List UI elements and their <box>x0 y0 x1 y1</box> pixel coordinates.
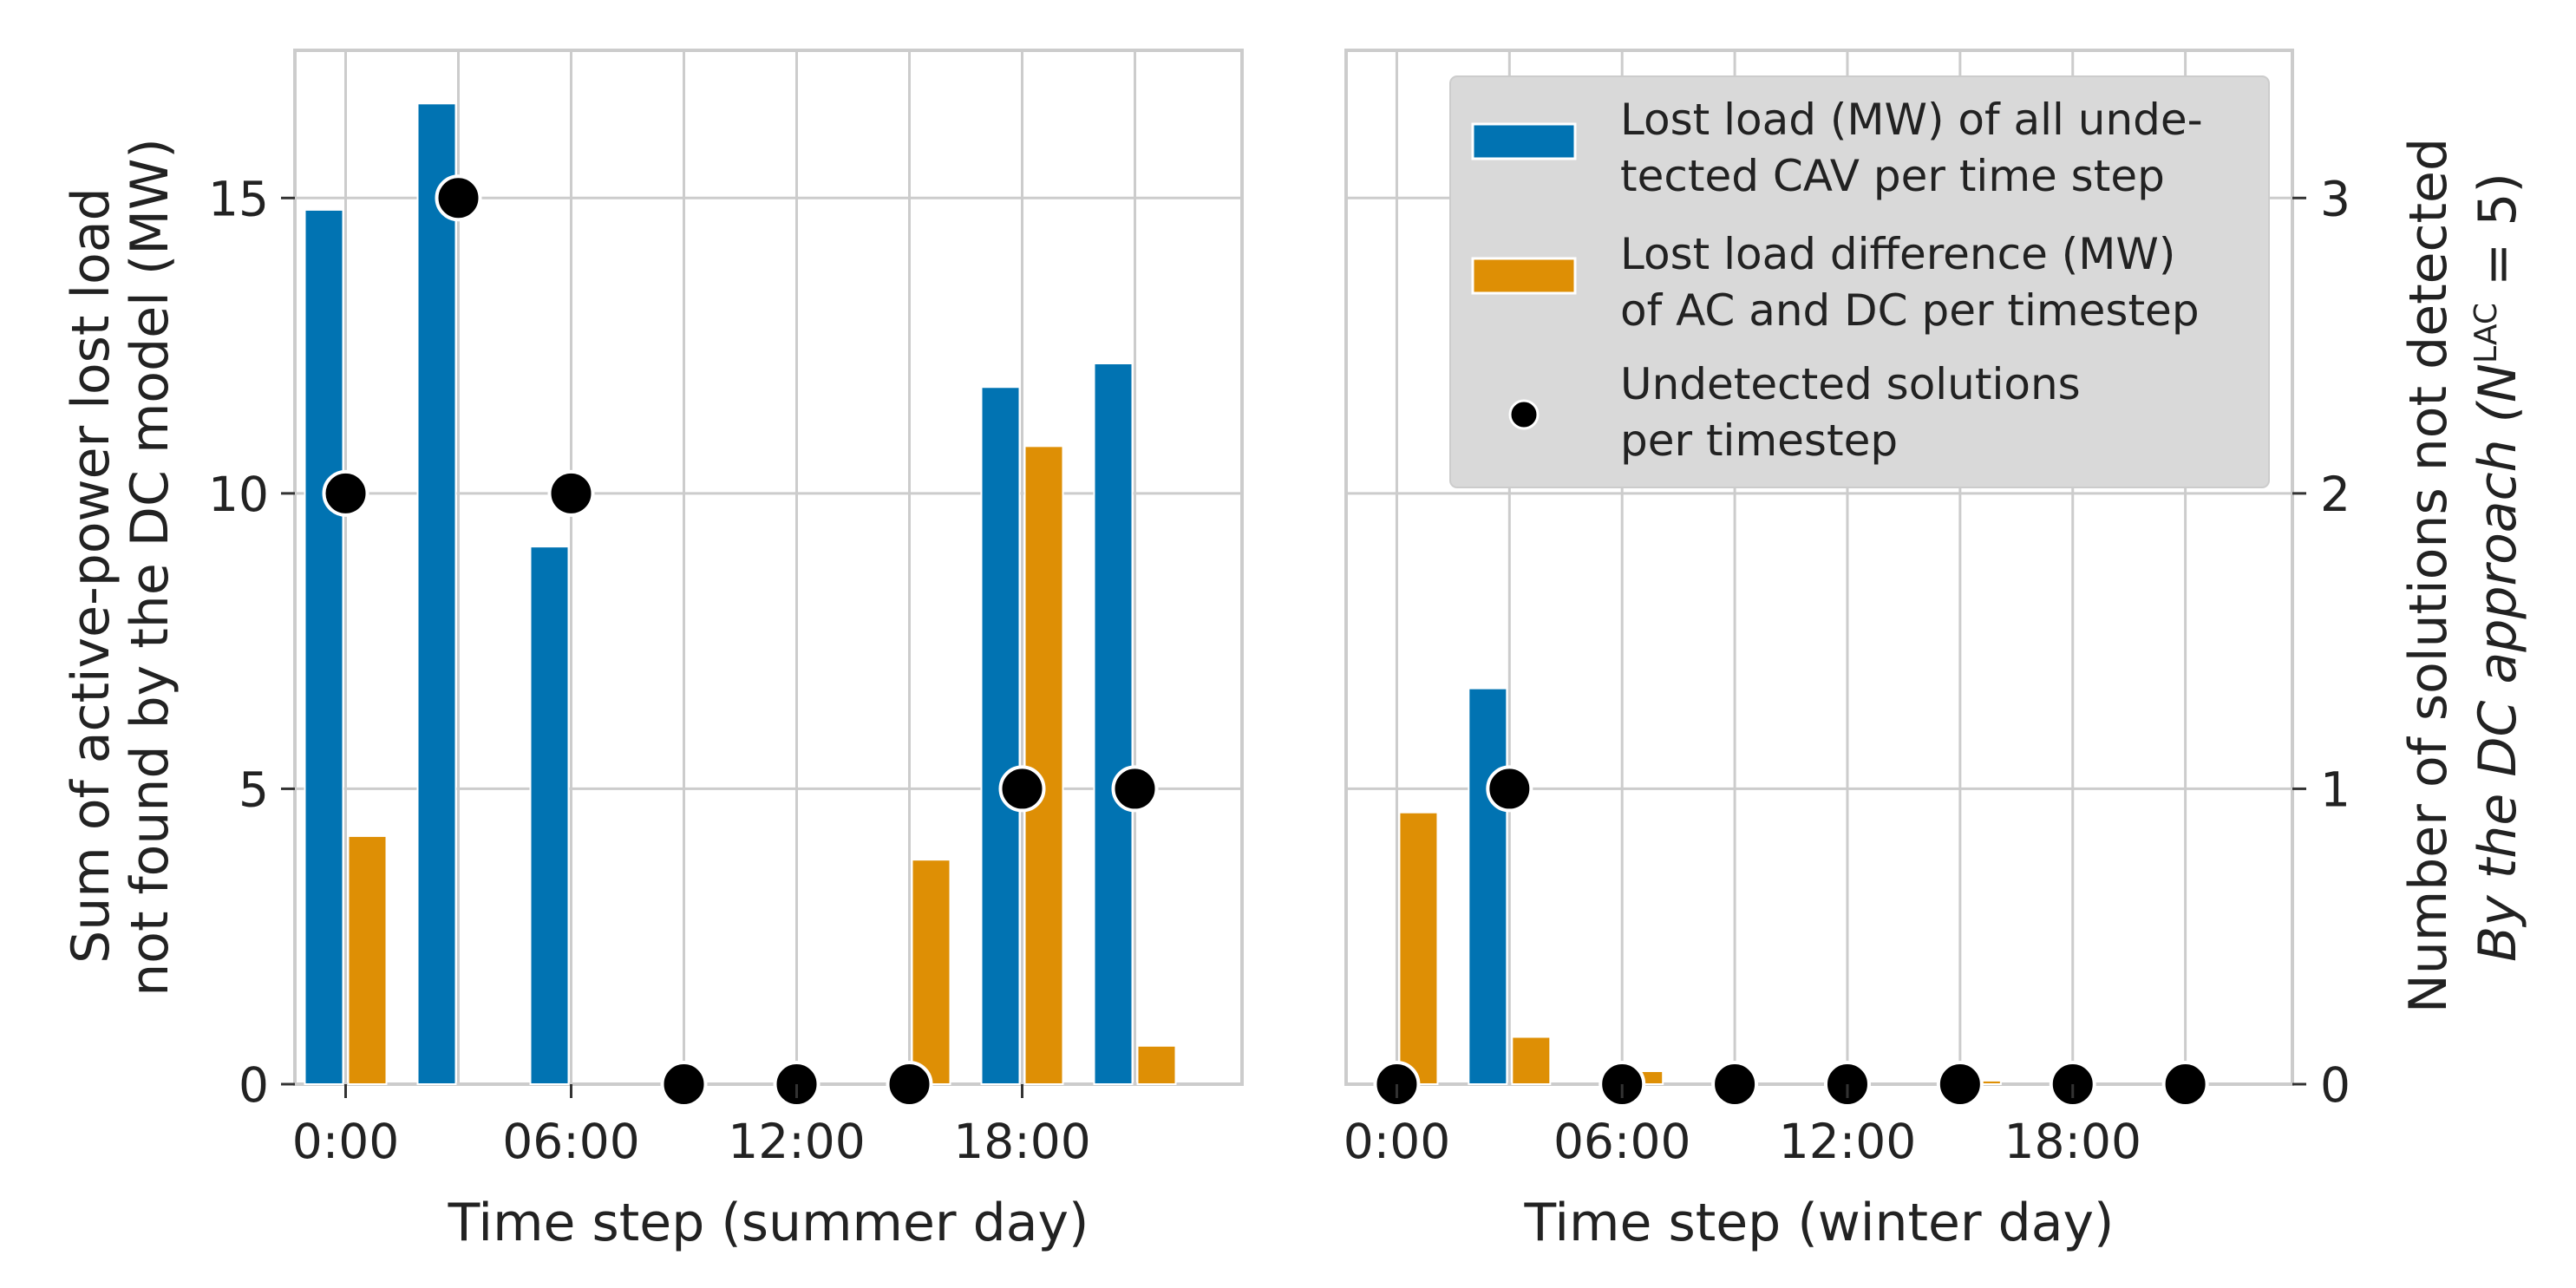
legend-item-undetected-solutions: Undetected solutions per timestep <box>1508 359 2095 466</box>
legend: Lost load (MW) of all unde- tected CAV p… <box>1449 75 2270 488</box>
summer-bar-lost-load <box>304 208 344 1085</box>
winter-right-y-tick-label: 2 <box>2320 467 2350 522</box>
winter-right-y-ticks: 0 1 2 3 <box>2292 171 2350 1113</box>
legend-label-line: Lost load (MW) of all unde- <box>1620 95 2203 145</box>
legend-label-line: Undetected solutions <box>1620 359 2081 409</box>
winter-x-axis-label: Time step (winter day) <box>1524 1193 2115 1253</box>
summer-y-axis-label-line-1: Sum of active-power lost load <box>61 187 121 964</box>
legend-swatch-orange-bar <box>1471 257 1577 295</box>
summer-dot-undetected-solutions <box>886 1061 933 1108</box>
winter-x-tick-label: 12:00 <box>1779 1114 1917 1169</box>
winter-right-y-tick-label: 3 <box>2320 171 2350 226</box>
summer-y-tick-label: 15 <box>208 171 269 226</box>
summer-chart-panel: 0 5 10 15 0:00 06:00 12:00 18:00 Time step (su… <box>61 49 1244 1253</box>
summer-y-axis-label-line-2: not found by the DC model (MW) <box>120 138 180 997</box>
legend-item-lost-load-difference: Lost load difference (MW) of AC and DC p… <box>1471 229 2200 336</box>
legend-label-lost-load: Lost load (MW) of all unde- tected CAV p… <box>1620 95 2217 201</box>
legend-label-line: tected CAV per time step <box>1620 151 2165 201</box>
summer-bar-lost-load-difference <box>347 834 388 1085</box>
right-y-axis-label: Number of solutions not detected By the … <box>2398 121 2528 1013</box>
winter-x-ticks: 0:00 06:00 12:00 18:00 <box>1344 1084 2141 1169</box>
summer-bar-lost-load <box>980 386 1021 1086</box>
winter-right-y-tick-label: 1 <box>2320 762 2350 817</box>
summer-x-tick-label: 06:00 <box>502 1114 640 1169</box>
winter-bars <box>1398 687 2002 1086</box>
summer-x-axis-label: Time step (summer day) <box>448 1193 1089 1253</box>
winter-x-tick-label: 06:00 <box>1553 1114 1691 1169</box>
winter-right-y-tick-label: 0 <box>2320 1057 2350 1113</box>
winter-bar-lost-load-difference <box>1511 1036 1552 1085</box>
summer-plot-frame <box>293 49 1244 1086</box>
winter-dot-undetected-solutions <box>2161 1061 2209 1108</box>
summer-bar-lost-load <box>416 102 457 1085</box>
summer-x-tick-label: 0:00 <box>292 1114 400 1169</box>
legend-label-line: per timestep <box>1620 415 1898 466</box>
legend-label-lost-load-difference: Lost load difference (MW) of AC and DC p… <box>1620 229 2200 336</box>
legend-label-line: of AC and DC per timestep <box>1620 285 2200 336</box>
summer-bar-lost-load-difference <box>911 859 951 1085</box>
legend-label-undetected-solutions: Undetected solutions per timestep <box>1620 359 2095 466</box>
summer-bar-lost-load <box>1093 363 1134 1085</box>
summer-x-tick-label: 18:00 <box>953 1114 1091 1169</box>
summer-y-ticks: 0 5 10 15 <box>208 171 295 1113</box>
legend-swatch-blue-bar <box>1471 122 1577 160</box>
winter-chart-panel: 0 1 2 3 0:00 06:00 12:00 18:00 Time step (wint… <box>1344 49 2528 1253</box>
summer-y-axis-label: Sum of active-power lost load not found … <box>61 138 180 997</box>
summer-y-tick-label: 0 <box>239 1057 269 1113</box>
summer-dot-undetected-solutions <box>1111 765 1159 813</box>
right-y-axis-label-main: By the DC approach (N <box>2468 363 2528 962</box>
winter-bar-lost-load <box>1468 687 1508 1085</box>
right-y-axis-label-end: = 5) <box>2468 173 2528 303</box>
summer-bars <box>304 102 1177 1086</box>
right-y-axis-label-line-1: Number of solutions not detected <box>2398 138 2459 1013</box>
winter-dot-undetected-solutions <box>1711 1061 1759 1108</box>
summer-dot-undetected-solutions <box>998 765 1046 813</box>
winter-plot-frame <box>1344 49 2294 1086</box>
winter-x-tick-label: 0:00 <box>1344 1114 1451 1169</box>
winter-dot-undetected-solutions <box>1936 1061 1984 1108</box>
summer-y-tick-label: 5 <box>239 762 269 817</box>
summer-bar-lost-load <box>529 546 570 1085</box>
summer-gridlines <box>295 50 1242 1084</box>
summer-y-tick-label: 10 <box>208 467 269 522</box>
summer-x-tick-label: 12:00 <box>728 1114 866 1169</box>
summer-bar-lost-load-difference <box>1136 1044 1177 1085</box>
right-y-axis-label-superscript: LAC <box>2468 303 2504 363</box>
winter-bar-lost-load-difference <box>1398 811 1439 1085</box>
legend-swatch-black-dot <box>1508 399 1540 430</box>
summer-bar-lost-load-difference <box>1023 445 1064 1085</box>
winter-dot-undetected-solutions <box>1486 765 1533 813</box>
winter-dots <box>1373 765 2209 1108</box>
legend-label-line: Lost load difference (MW) <box>1620 229 2175 279</box>
legend-item-lost-load: Lost load (MW) of all unde- tected CAV p… <box>1471 95 2217 201</box>
summer-dot-undetected-solutions <box>547 469 595 517</box>
summer-x-ticks: 0:00 06:00 12:00 18:00 <box>292 1084 1091 1169</box>
summer-dot-undetected-solutions <box>322 469 369 517</box>
summer-dot-undetected-solutions <box>435 174 482 222</box>
winter-x-tick-label: 18:00 <box>2004 1114 2141 1169</box>
summer-dot-undetected-solutions <box>660 1061 708 1108</box>
legend-box <box>1449 75 2270 488</box>
right-y-axis-label-line-2: By the DC approach (NLAC = 5) <box>2468 173 2528 962</box>
